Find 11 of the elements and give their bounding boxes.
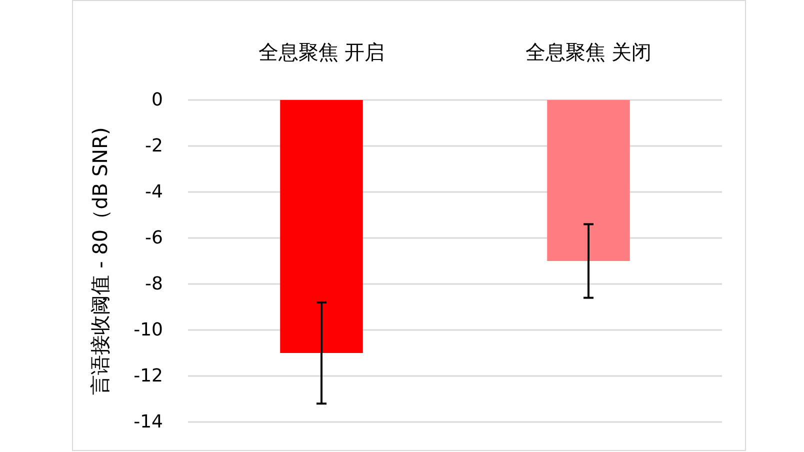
y-axis-title: 言语接收阈值 - 80（dB SNR): [88, 127, 112, 395]
y-tick-label: -14: [134, 412, 163, 432]
y-tick-label: -4: [145, 182, 163, 202]
x-tick-label: 全息聚焦 关闭: [525, 40, 652, 64]
x-tick-label: 全息聚焦 开启: [258, 40, 385, 64]
y-tick-label: 0: [152, 90, 163, 110]
y-tick-label: -12: [134, 366, 163, 386]
y-tick-label: -10: [134, 320, 163, 340]
y-tick-label: -8: [145, 274, 163, 294]
y-tick-label: -6: [145, 228, 163, 248]
y-tick-label: -2: [145, 136, 163, 156]
